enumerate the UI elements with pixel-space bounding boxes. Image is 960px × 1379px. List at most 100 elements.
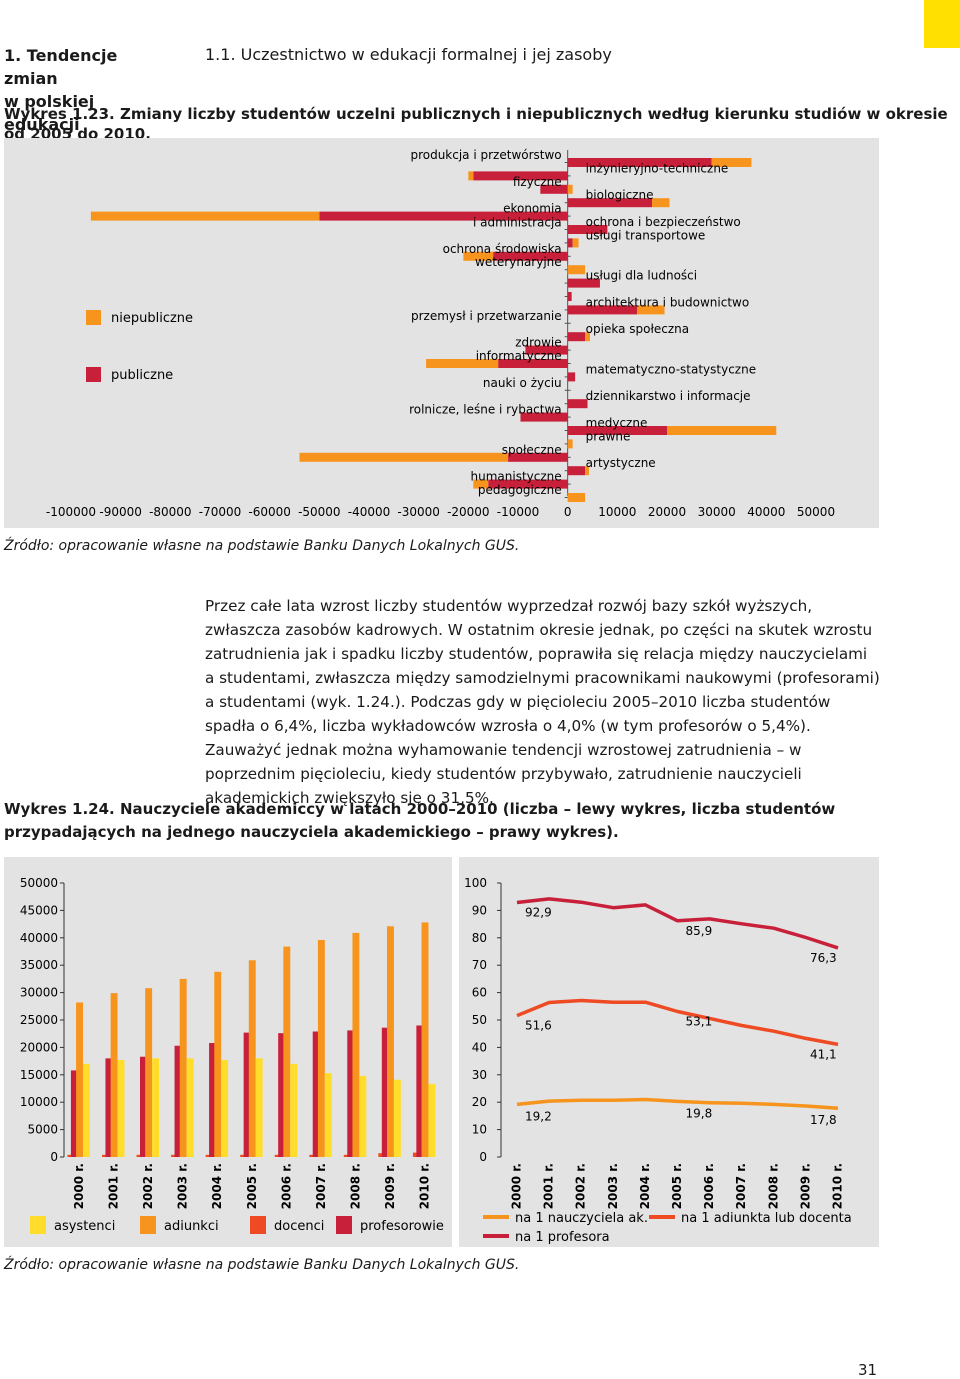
x-tick-label: 10000: [598, 505, 636, 519]
y-tick-label: 0: [479, 1150, 487, 1164]
category-label: artystyczne: [586, 456, 656, 470]
x-tick-label: 2000 r.: [72, 1163, 86, 1209]
bar-publiczne: [319, 211, 568, 221]
figure2-title-text: Nauczyciele akademiccy w latach 2000–201…: [4, 800, 836, 841]
x-tick-label: -80000: [149, 505, 192, 519]
category-label: matematyczno-statystyczne: [586, 362, 756, 376]
bar-publiczne: [473, 171, 568, 181]
x-tick-label: 2003 r.: [176, 1163, 190, 1209]
bar-publiczne: [567, 399, 588, 409]
y-tick-label: 50: [472, 1013, 487, 1027]
y-tick-label: 5000: [27, 1123, 58, 1137]
x-tick-label: 2009 r.: [383, 1163, 397, 1209]
bar-publiczne: [567, 238, 573, 248]
x-tick-label: 0: [564, 505, 572, 519]
bar-niepubliczne: [567, 493, 586, 502]
series-line: [516, 1097, 839, 1110]
category-label: architektura i budownictwo: [586, 295, 750, 309]
figure1-panel: produkcja i przetwórstwo inżynieryjno-tec…: [4, 138, 879, 528]
bar-docenci: [378, 1153, 385, 1157]
figure2-title: Wykres 1.24. Nauczyciele akademiccy w la…: [4, 798, 880, 844]
bar-docenci: [67, 1154, 74, 1157]
bar-profesorowie: [105, 1058, 113, 1157]
bar-docenci: [171, 1154, 178, 1157]
y-tick-label: 40: [472, 1040, 487, 1054]
bar-docenci: [343, 1154, 351, 1157]
series-line: [516, 897, 839, 950]
data-label: 53,1: [686, 1015, 713, 1029]
bar-publiczne: [567, 292, 572, 301]
x-tick-label: 2009 r.: [798, 1163, 812, 1209]
x-tick-label: 50000: [797, 505, 835, 519]
bar-profesorowie: [209, 1043, 216, 1157]
bar-publiczne: [488, 479, 568, 489]
x-tick-label: 2007 r.: [314, 1163, 328, 1209]
bar-profesorowie: [243, 1032, 251, 1157]
x-tick-label: 2003 r.: [606, 1163, 620, 1209]
bar-adiunkci: [214, 971, 222, 1157]
bar-publiczne: [567, 332, 586, 342]
bar-profesorowie: [347, 1030, 355, 1157]
bar-niepubliczne: [637, 305, 665, 315]
x-tick-label: -40000: [348, 505, 391, 519]
x-tick-label: 2001 r.: [107, 1163, 121, 1209]
bar-profesorowie: [278, 1033, 286, 1157]
bar-asystenci: [186, 1058, 194, 1157]
category-label: rolnicze, leśne i rybactwa: [409, 403, 562, 417]
category-label: dziennikarstwo i informacje: [586, 389, 751, 403]
category-label: zdrowie: [515, 336, 561, 350]
y-tick-label: 60: [472, 986, 487, 1000]
y-tick-label: 70: [472, 958, 487, 972]
category-label: weterynaryjne: [475, 255, 562, 269]
x-tick-label: 2004 r.: [210, 1163, 224, 1209]
bar-adiunkci: [76, 1002, 83, 1157]
bar-niepubliczne: [567, 439, 573, 449]
legend-label-niepubliczne: niepubliczne: [111, 311, 193, 326]
legend-label: na 1 adiunkta lub docenta: [681, 1211, 852, 1226]
bar-niepubliczne: [585, 466, 590, 476]
category-label: fizyczne: [513, 175, 562, 189]
bar-publiczne: [540, 184, 568, 194]
category-label: usługi dla ludności: [586, 269, 697, 283]
y-tick-label: 35000: [20, 958, 58, 972]
bar-niepubliczne: [572, 238, 579, 248]
bar-publiczne: [567, 158, 712, 167]
x-tick-label: -60000: [248, 505, 291, 519]
bar-asystenci: [359, 1075, 367, 1157]
figure2-prefix: Wykres 1.24.: [4, 800, 115, 818]
page-number: 31: [858, 1361, 878, 1379]
bar-docenci: [309, 1154, 316, 1157]
bar-publiczne: [567, 466, 586, 476]
data-label: 51,6: [525, 1019, 552, 1033]
legend-swatch-publiczne: [86, 367, 101, 382]
data-label: 19,2: [525, 1109, 552, 1123]
bar-profesorowie: [381, 1027, 389, 1157]
bar-asystenci: [428, 1084, 436, 1157]
section-heading-line2: w polskiej edukacji: [4, 92, 95, 134]
x-tick-label: 30000: [698, 505, 736, 519]
x-tick-label: -70000: [199, 505, 242, 519]
x-tick-label: -30000: [397, 505, 440, 519]
corner-tab: [924, 0, 960, 48]
legend-swatch: [336, 1216, 352, 1234]
category-label: medyczne: [586, 416, 648, 430]
bar-publiczne: [520, 412, 568, 422]
bar-profesorowie: [312, 1031, 320, 1157]
x-tick-label: 2005 r.: [245, 1163, 259, 1209]
bar-docenci: [274, 1154, 281, 1157]
bar-docenci: [102, 1154, 109, 1157]
category-label: informatyczne: [476, 349, 562, 363]
bar-asystenci: [290, 1063, 298, 1157]
x-tick-label: 2002 r.: [141, 1163, 155, 1209]
data-label: 19,8: [686, 1106, 713, 1120]
category-label: humanistyczne: [471, 470, 562, 484]
y-tick-label: 30000: [20, 986, 58, 1000]
bar-asystenci: [117, 1060, 125, 1157]
bar-adiunkci: [421, 922, 429, 1157]
x-tick-label: -50000: [298, 505, 341, 519]
x-tick-label: 2001 r.: [542, 1163, 556, 1209]
y-tick-label: 90: [472, 903, 487, 917]
bar-adiunkci: [283, 946, 291, 1157]
bar-adiunkci: [387, 926, 394, 1157]
category-label: ochrona i bezpieczeństwo: [586, 215, 741, 229]
